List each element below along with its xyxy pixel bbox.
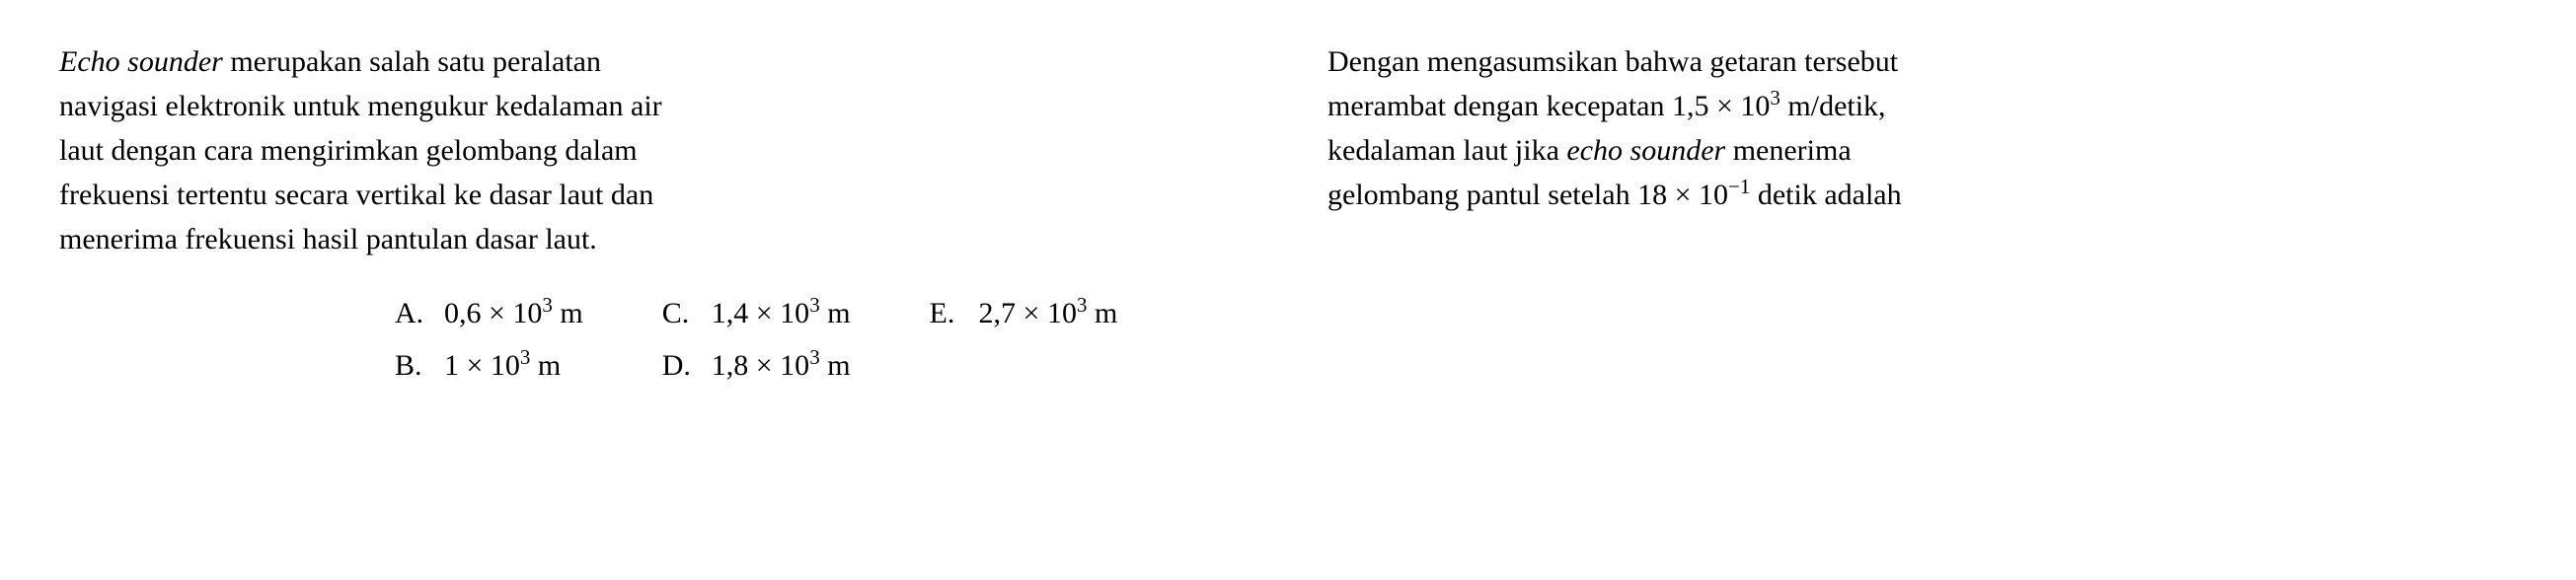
text: 0,6 × 10 [444,297,542,329]
superscript: 3 [1077,293,1088,317]
option-group-2: C. 1,4 × 103 m D. 1,8 × 103 m [662,291,851,388]
superscript: 3 [542,293,553,317]
text: detik adalah [1750,179,1901,211]
text: kedalaman laut jika [1327,134,1566,167]
text-line: Dengan mengasumsikan bahwa getaran terse… [1327,39,2517,84]
text: m [553,297,583,329]
text: gelombang pantul setelah 18 × 10 [1327,179,1728,211]
column-left: Echo sounder merupakan salah satu perala… [59,39,1249,261]
text-line: Echo sounder merupakan salah satu perala… [59,39,1249,84]
text-line: frekuensi tertentu secara vertikal ke da… [59,173,1249,217]
option-letter: C. [662,291,692,335]
column-right: Dengan mengasumsikan bahwa getaran terse… [1327,39,2517,261]
italic-term: Echo sounder [59,45,223,78]
text: 1,4 × 10 [712,297,809,329]
text: 2,7 × 10 [979,297,1077,329]
option-value: 1,4 × 103 m [712,291,851,335]
text-line: kedalaman laut jika echo sounder menerim… [1327,128,2517,173]
superscript: 3 [809,345,820,369]
text-line: laut dengan cara mengirimkan gelombang d… [59,128,1249,173]
text-line: merambat dengan kecepatan 1,5 × 103 m/de… [1327,84,2517,128]
text: m [530,349,561,382]
text: menerima [1725,134,1851,167]
text: m [820,297,851,329]
option-letter: E. [930,291,959,335]
superscript: 3 [520,345,531,369]
text: merupakan salah satu peralatan [223,45,601,78]
option-d: D. 1,8 × 103 m [662,343,851,388]
answer-options: A. 0,6 × 103 m B. 1 × 103 m C. 1,4 × 103… [59,291,2517,388]
text: merambat dengan kecepatan 1,5 × 10 [1327,90,1770,122]
italic-term: echo sounder [1566,134,1725,167]
text-line: gelombang pantul setelah 18 × 10−1 detik… [1327,173,2517,217]
superscript: 3 [1770,86,1780,109]
text: m [820,349,851,382]
option-a: A. 0,6 × 103 m [395,291,583,335]
text: 1,8 × 10 [712,349,809,382]
option-letter: A. [395,291,424,335]
text-line: navigasi elektronik untuk mengukur kedal… [59,84,1249,128]
option-value: 1 × 103 m [444,343,561,388]
option-e: E. 2,7 × 103 m [930,291,1118,335]
question-text: Echo sounder merupakan salah satu perala… [59,39,2517,261]
option-letter: D. [662,343,692,388]
superscript: −1 [1728,175,1750,198]
superscript: 3 [809,293,820,317]
option-letter: B. [395,343,424,388]
text: 1 × 10 [444,349,520,382]
question-container: Echo sounder merupakan salah satu perala… [59,39,2517,388]
text-line: menerima frekuensi hasil pantulan dasar … [59,217,1249,261]
option-group-3: E. 2,7 × 103 m [930,291,1118,388]
option-b: B. 1 × 103 m [395,343,583,388]
option-c: C. 1,4 × 103 m [662,291,851,335]
option-value: 2,7 × 103 m [979,291,1118,335]
text: m/detik, [1780,90,1886,122]
option-group-1: A. 0,6 × 103 m B. 1 × 103 m [395,291,583,388]
option-value: 0,6 × 103 m [444,291,583,335]
option-value: 1,8 × 103 m [712,343,851,388]
text: m [1087,297,1117,329]
